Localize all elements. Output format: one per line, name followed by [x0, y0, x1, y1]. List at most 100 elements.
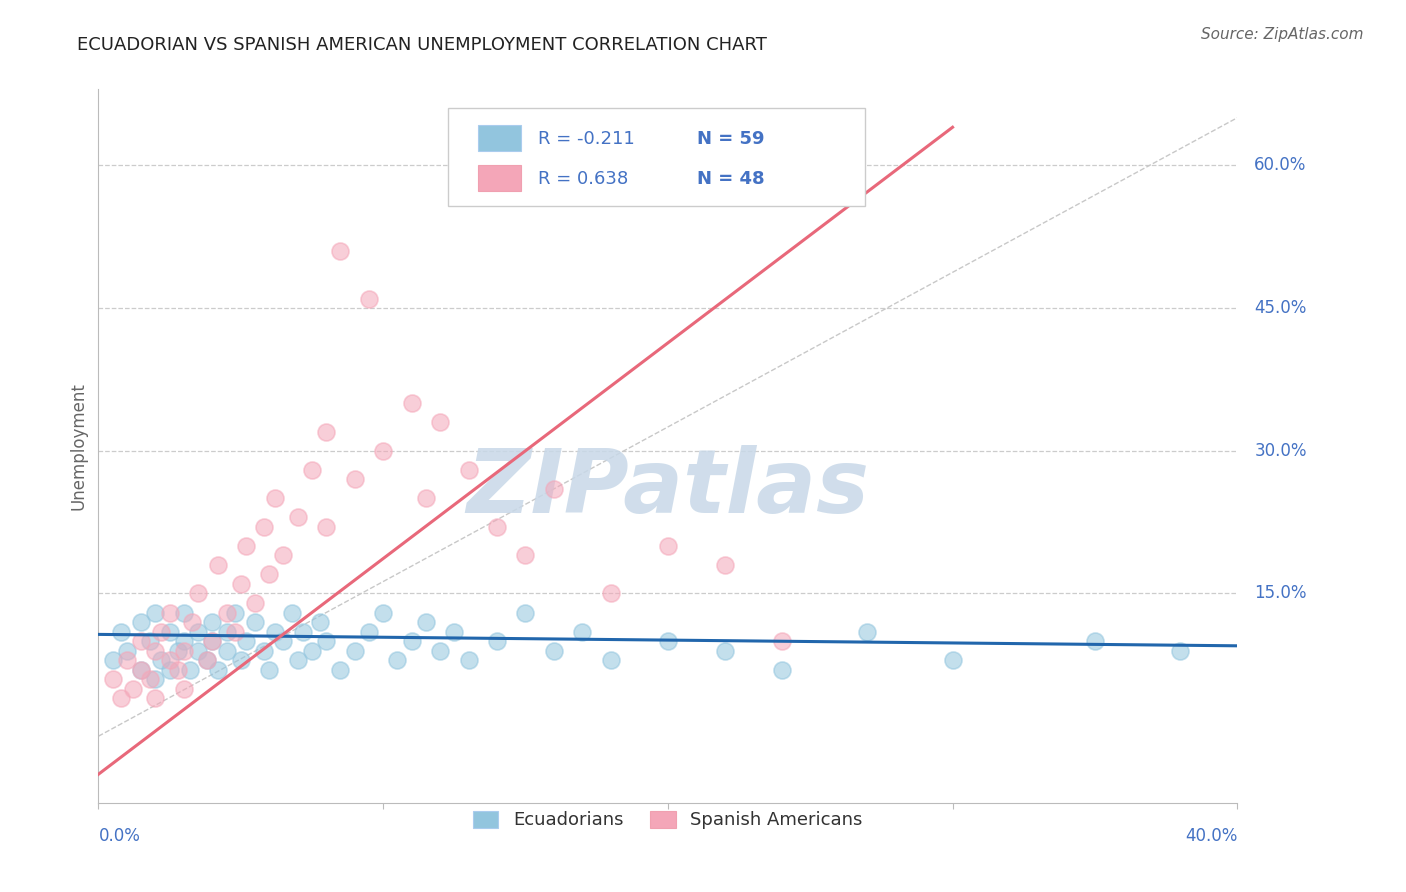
Point — [415, 491, 437, 506]
Point — [235, 634, 257, 648]
Point — [373, 606, 395, 620]
Point — [457, 653, 479, 667]
Point — [215, 606, 238, 620]
Point — [173, 634, 195, 648]
Point — [281, 606, 304, 620]
Point — [515, 549, 537, 563]
Point — [229, 653, 252, 667]
Point — [357, 292, 380, 306]
Point — [329, 244, 352, 258]
Point — [301, 643, 323, 657]
Point — [150, 624, 173, 639]
Point — [486, 634, 509, 648]
Point — [309, 615, 332, 629]
Point — [1170, 643, 1192, 657]
Point — [179, 663, 201, 677]
Point — [343, 472, 366, 486]
Point — [145, 606, 167, 620]
Text: 60.0%: 60.0% — [1254, 156, 1306, 174]
Point — [415, 615, 437, 629]
FancyBboxPatch shape — [449, 109, 865, 205]
Text: 15.0%: 15.0% — [1254, 584, 1306, 602]
Point — [224, 624, 246, 639]
Point — [201, 634, 224, 648]
Point — [110, 691, 132, 706]
Point — [187, 624, 209, 639]
Point — [145, 643, 167, 657]
Point — [173, 606, 195, 620]
Point — [159, 624, 181, 639]
Text: 40.0%: 40.0% — [1185, 827, 1237, 845]
Point — [515, 606, 537, 620]
Point — [201, 615, 224, 629]
Point — [181, 615, 204, 629]
Point — [167, 643, 190, 657]
Point — [343, 643, 366, 657]
Point — [121, 681, 143, 696]
Point — [215, 624, 238, 639]
Point — [101, 653, 124, 667]
Point — [224, 606, 246, 620]
Point — [187, 586, 209, 600]
Point — [229, 577, 252, 591]
Point — [264, 491, 287, 506]
Point — [129, 634, 152, 648]
Point — [315, 634, 337, 648]
Point — [129, 615, 152, 629]
Point — [287, 653, 309, 667]
Point — [159, 663, 181, 677]
Point — [543, 482, 565, 496]
Point — [714, 558, 737, 572]
Point — [571, 624, 593, 639]
Point — [159, 653, 181, 667]
Point — [187, 643, 209, 657]
Point — [657, 634, 679, 648]
Text: R = 0.638: R = 0.638 — [538, 170, 628, 188]
Point — [373, 443, 395, 458]
Point — [195, 653, 218, 667]
Point — [235, 539, 257, 553]
Point — [543, 643, 565, 657]
Text: ECUADORIAN VS SPANISH AMERICAN UNEMPLOYMENT CORRELATION CHART: ECUADORIAN VS SPANISH AMERICAN UNEMPLOYM… — [77, 36, 768, 54]
Point — [252, 520, 274, 534]
Point — [101, 672, 124, 686]
Point — [486, 520, 509, 534]
Text: N = 59: N = 59 — [697, 130, 765, 148]
Point — [357, 624, 380, 639]
Point — [600, 653, 623, 667]
Bar — [478, 125, 522, 151]
Point — [129, 663, 152, 677]
Point — [856, 624, 879, 639]
Point — [264, 624, 287, 639]
Point — [150, 653, 173, 667]
Point — [243, 615, 266, 629]
Point — [443, 624, 465, 639]
Point — [287, 510, 309, 524]
Point — [657, 539, 679, 553]
Point — [401, 634, 423, 648]
Point — [145, 691, 167, 706]
Point — [942, 653, 965, 667]
Point — [207, 663, 229, 677]
Point — [600, 586, 623, 600]
Point — [770, 634, 793, 648]
Point — [315, 425, 337, 439]
Point — [110, 624, 132, 639]
Point — [401, 396, 423, 410]
Point — [457, 463, 479, 477]
Point — [138, 672, 160, 686]
Point — [292, 624, 315, 639]
Point — [167, 663, 190, 677]
Point — [173, 643, 195, 657]
Point — [429, 643, 451, 657]
Text: 0.0%: 0.0% — [98, 827, 141, 845]
Point — [315, 520, 337, 534]
Text: ZIPatlas: ZIPatlas — [467, 445, 869, 533]
Text: Source: ZipAtlas.com: Source: ZipAtlas.com — [1201, 27, 1364, 42]
Point — [770, 663, 793, 677]
Point — [115, 643, 138, 657]
Point — [429, 415, 451, 429]
Point — [129, 663, 152, 677]
Point — [195, 653, 218, 667]
Point — [201, 634, 224, 648]
